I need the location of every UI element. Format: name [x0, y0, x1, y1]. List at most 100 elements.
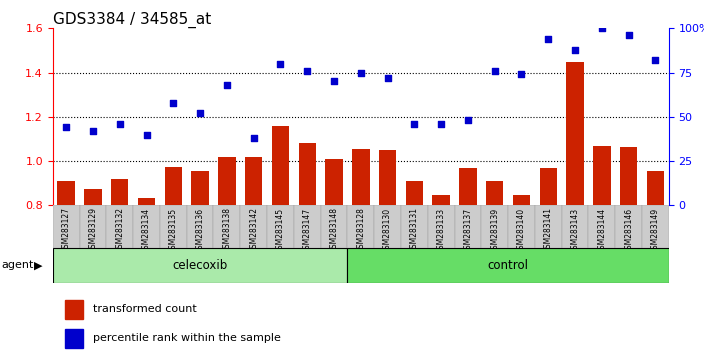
Point	[328, 79, 339, 84]
Point	[87, 128, 99, 134]
Point	[194, 110, 206, 116]
Text: GSM283142: GSM283142	[249, 207, 258, 253]
Text: GSM283131: GSM283131	[410, 207, 419, 253]
Text: GSM283138: GSM283138	[222, 207, 232, 253]
Text: GSM283137: GSM283137	[463, 207, 472, 253]
FancyBboxPatch shape	[455, 205, 482, 248]
Text: GSM283149: GSM283149	[651, 207, 660, 253]
Text: GSM283141: GSM283141	[543, 207, 553, 253]
Point	[301, 68, 313, 74]
Bar	[65, 329, 84, 348]
Text: GSM283143: GSM283143	[570, 207, 579, 253]
Point	[248, 135, 259, 141]
Point	[114, 121, 125, 127]
Text: GSM283140: GSM283140	[517, 207, 526, 253]
Text: GSM283132: GSM283132	[115, 207, 125, 253]
FancyBboxPatch shape	[401, 205, 428, 248]
Bar	[138, 198, 156, 205]
Bar	[298, 143, 316, 205]
Bar	[406, 181, 423, 205]
FancyBboxPatch shape	[240, 205, 267, 248]
Bar	[165, 167, 182, 205]
Bar	[218, 156, 236, 205]
Text: agent: agent	[1, 261, 34, 270]
Bar	[593, 145, 610, 205]
FancyBboxPatch shape	[80, 205, 106, 248]
Point	[489, 68, 501, 74]
Text: GSM283133: GSM283133	[436, 207, 446, 253]
Text: percentile rank within the sample: percentile rank within the sample	[93, 333, 281, 343]
Text: GSM283134: GSM283134	[142, 207, 151, 253]
Text: GSM283127: GSM283127	[62, 207, 70, 253]
Bar	[191, 171, 209, 205]
Text: GSM283130: GSM283130	[383, 207, 392, 253]
Bar	[539, 168, 557, 205]
Text: transformed count: transformed count	[93, 304, 196, 314]
Text: GSM283135: GSM283135	[169, 207, 178, 253]
Bar	[65, 300, 84, 319]
Point	[275, 61, 286, 67]
FancyBboxPatch shape	[53, 205, 80, 248]
Bar	[432, 195, 450, 205]
Point	[61, 125, 72, 130]
Point	[221, 82, 232, 88]
Bar	[647, 171, 664, 205]
FancyBboxPatch shape	[160, 205, 187, 248]
Text: GSM283148: GSM283148	[329, 207, 339, 253]
Point	[650, 57, 661, 63]
Text: celecoxib: celecoxib	[172, 259, 227, 272]
FancyBboxPatch shape	[428, 205, 455, 248]
FancyBboxPatch shape	[535, 205, 562, 248]
FancyBboxPatch shape	[347, 205, 375, 248]
Text: GSM283147: GSM283147	[303, 207, 312, 253]
Text: GDS3384 / 34585_at: GDS3384 / 34585_at	[53, 12, 211, 28]
FancyBboxPatch shape	[267, 205, 294, 248]
FancyBboxPatch shape	[508, 205, 535, 248]
FancyBboxPatch shape	[320, 205, 347, 248]
Point	[168, 100, 179, 105]
Point	[436, 121, 447, 127]
Point	[141, 132, 152, 137]
Text: GSM283144: GSM283144	[597, 207, 606, 253]
Bar	[513, 195, 530, 205]
FancyBboxPatch shape	[106, 205, 133, 248]
Point	[516, 72, 527, 77]
Text: GSM283145: GSM283145	[276, 207, 285, 253]
Bar	[347, 248, 669, 283]
Bar	[620, 147, 637, 205]
FancyBboxPatch shape	[642, 205, 669, 248]
FancyBboxPatch shape	[615, 205, 642, 248]
Text: GSM283128: GSM283128	[356, 207, 365, 253]
Point	[596, 25, 608, 31]
Text: GSM283136: GSM283136	[196, 207, 205, 253]
Point	[543, 36, 554, 42]
Bar	[486, 181, 503, 205]
Bar	[459, 168, 477, 205]
FancyBboxPatch shape	[187, 205, 213, 248]
Bar	[272, 126, 289, 205]
Bar	[111, 179, 128, 205]
Bar	[84, 189, 101, 205]
FancyBboxPatch shape	[213, 205, 240, 248]
Text: GSM283129: GSM283129	[89, 207, 97, 253]
Bar	[245, 156, 263, 205]
Point	[409, 121, 420, 127]
Bar	[379, 150, 396, 205]
FancyBboxPatch shape	[133, 205, 160, 248]
Point	[382, 75, 394, 81]
Point	[570, 47, 581, 52]
Bar	[566, 62, 584, 205]
FancyBboxPatch shape	[562, 205, 589, 248]
Point	[463, 118, 474, 123]
Text: ▶: ▶	[34, 261, 42, 270]
Text: GSM283146: GSM283146	[624, 207, 633, 253]
Text: control: control	[488, 259, 529, 272]
Bar	[58, 181, 75, 205]
FancyBboxPatch shape	[375, 205, 401, 248]
Point	[623, 33, 634, 38]
FancyBboxPatch shape	[294, 205, 320, 248]
Bar	[53, 248, 347, 283]
FancyBboxPatch shape	[482, 205, 508, 248]
Text: GSM283139: GSM283139	[490, 207, 499, 253]
FancyBboxPatch shape	[589, 205, 615, 248]
